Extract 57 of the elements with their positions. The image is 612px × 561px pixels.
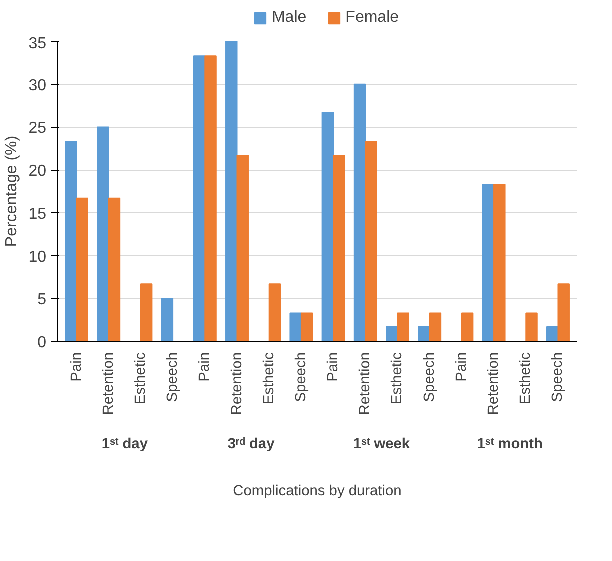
bar <box>333 155 346 342</box>
bar <box>397 312 410 342</box>
text: 1ˢᵗ week <box>353 436 411 452</box>
bar <box>354 84 366 342</box>
x-tick-label: Retention <box>358 352 374 416</box>
bar <box>461 312 474 342</box>
bar <box>193 56 206 342</box>
bar <box>108 198 121 342</box>
x-tick-label: Esthetic <box>390 352 406 405</box>
y-tick-label: 30 <box>28 77 47 94</box>
x-tick-label: Retention <box>229 352 246 416</box>
y-tick-label: 20 <box>28 163 47 180</box>
bar <box>161 298 174 342</box>
bar <box>76 198 88 342</box>
y-axis-title: Percentage (%) <box>4 136 21 248</box>
x-tick-label: Pain <box>454 352 470 382</box>
x-tick-label: Pain <box>68 352 85 382</box>
x-tick-label: Pain <box>197 352 214 382</box>
x-tick-label: Speech <box>165 352 182 402</box>
x-tick-label: Pain <box>326 352 342 382</box>
bar <box>290 312 302 342</box>
bar <box>365 141 378 342</box>
legend-label: Female <box>346 9 400 27</box>
text: 1ˢᵗ month <box>477 436 543 452</box>
x-tick-label: Esthetic <box>261 352 278 405</box>
bar <box>482 184 495 342</box>
x-tick-label: Speech <box>293 352 310 402</box>
x-tick-label: Esthetic <box>518 352 534 405</box>
y-tick-label: 35 <box>28 36 47 52</box>
bar <box>418 326 430 342</box>
x-tick-label: Retention <box>100 352 117 416</box>
bar <box>268 284 282 342</box>
bar <box>526 312 538 342</box>
bar <box>97 126 110 342</box>
y-tick-label: 10 <box>28 248 47 266</box>
bar <box>429 312 442 342</box>
x-tick-label: Speech <box>550 352 566 402</box>
bar <box>236 155 249 342</box>
y-tick-label: 25 <box>28 120 47 138</box>
y-tick-label: 15 <box>28 206 47 223</box>
bar <box>204 56 217 342</box>
legend-label: Male <box>272 9 307 27</box>
x-tick-label: Retention <box>486 352 502 416</box>
bar <box>65 141 78 342</box>
bar <box>300 312 314 342</box>
x-tick-label: Esthetic <box>132 352 149 405</box>
x-tick-label: Speech <box>422 352 438 402</box>
y-tick-label: 0 <box>38 334 47 352</box>
text: 1ˢᵗ day <box>102 436 149 452</box>
bar <box>494 184 506 342</box>
bar <box>322 112 334 342</box>
bar <box>226 42 238 342</box>
bar <box>558 284 570 342</box>
bar <box>140 284 153 342</box>
y-tick-label: 5 <box>38 292 47 309</box>
x-axis-title: Complications by duration <box>233 484 402 500</box>
text: 3ʳᵈ day <box>228 436 276 452</box>
